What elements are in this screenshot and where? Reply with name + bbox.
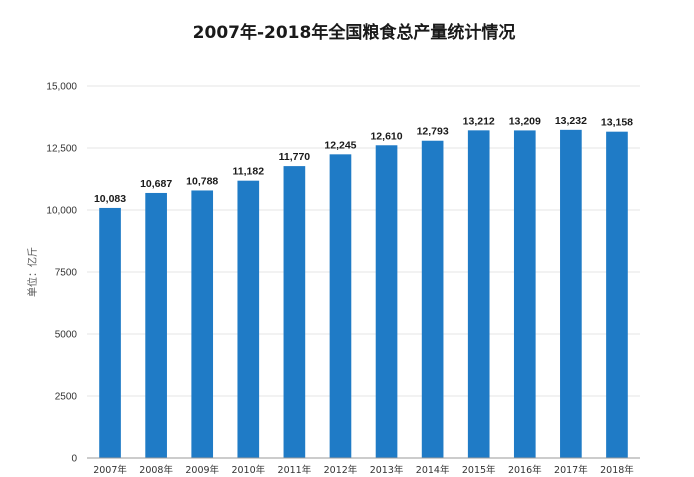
x-tick-label: 2016年 (508, 464, 542, 476)
chart-title: 2007年-2018年全国粮食总产量统计情况 (193, 22, 516, 43)
bar (606, 131, 628, 459)
x-tick-label: 2013年 (370, 464, 404, 476)
data-label: 12,610 (370, 130, 402, 142)
x-axis-ticks: 2007年 2008年 2009年 2010年 2011年 2012年 2013年 2014年… (93, 464, 634, 476)
bar (467, 130, 490, 458)
bar (237, 180, 260, 458)
gridlines (87, 85, 640, 397)
x-tick-label: 2017年 (554, 464, 588, 476)
bar (513, 130, 536, 458)
data-label: 10,788 (186, 175, 218, 187)
bar (375, 145, 398, 458)
bar (421, 140, 444, 459)
bar (283, 166, 306, 458)
data-label: 12,245 (324, 139, 356, 151)
y-tick-label: 0 (71, 454, 77, 465)
data-label: 13,158 (601, 117, 633, 129)
x-tick-label: 2018年 (600, 464, 634, 476)
x-tick-label: 2010年 (231, 464, 265, 476)
bar (329, 154, 352, 458)
data-label: 11,770 (279, 151, 311, 163)
y-axis-ticks: 0 2500 5000 7500 10,000 12,500 15,000 (46, 82, 77, 465)
data-labels: 10,083 10,687 10,788 11,182 11,770 12,245 12,6… (94, 115, 633, 205)
bars (99, 129, 628, 459)
x-tick-label: 2011年 (278, 464, 312, 476)
x-tick-label: 2007年 (93, 464, 127, 476)
y-tick-label: 2500 (55, 392, 78, 403)
y-tick-label: 7500 (55, 268, 78, 279)
x-tick-label: 2014年 (416, 464, 450, 476)
y-tick-label: 10,000 (46, 206, 77, 217)
x-tick-label: 2015年 (462, 464, 496, 476)
x-tick-label: 2009年 (185, 464, 219, 476)
data-label: 13,209 (509, 115, 541, 127)
bar (145, 192, 167, 458)
y-tick-label: 5000 (55, 330, 78, 341)
y-tick-label: 12,500 (46, 144, 77, 155)
data-label: 11,182 (233, 166, 265, 178)
y-axis-label: 单位：亿斤 (26, 247, 39, 297)
bar (99, 207, 121, 458)
data-label: 13,232 (555, 115, 587, 127)
data-label: 10,687 (140, 178, 172, 190)
data-label: 12,793 (417, 126, 449, 138)
y-tick-label: 15,000 (46, 82, 77, 93)
bar (191, 190, 214, 459)
data-label: 13,212 (463, 115, 495, 127)
x-tick-label: 2008年 (139, 464, 173, 476)
data-label: 10,083 (94, 193, 126, 205)
bar (560, 129, 582, 458)
x-tick-label: 2012年 (324, 464, 358, 476)
